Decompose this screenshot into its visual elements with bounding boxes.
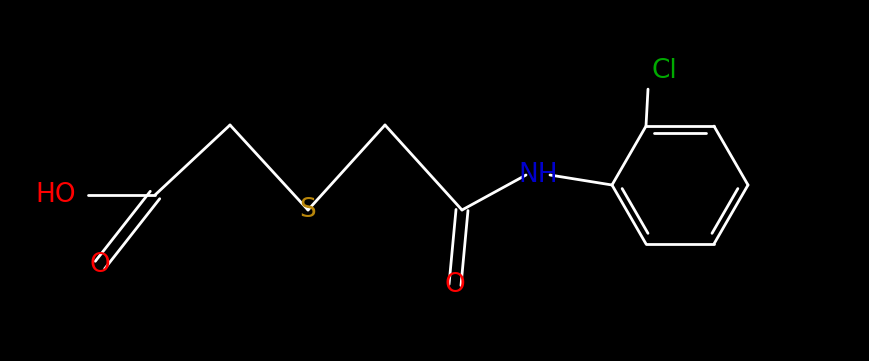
Text: O: O: [90, 252, 110, 278]
Text: O: O: [445, 272, 466, 298]
Text: S: S: [300, 197, 316, 223]
Text: NH: NH: [518, 162, 558, 188]
Text: HO: HO: [36, 182, 76, 208]
Text: Cl: Cl: [651, 58, 677, 84]
